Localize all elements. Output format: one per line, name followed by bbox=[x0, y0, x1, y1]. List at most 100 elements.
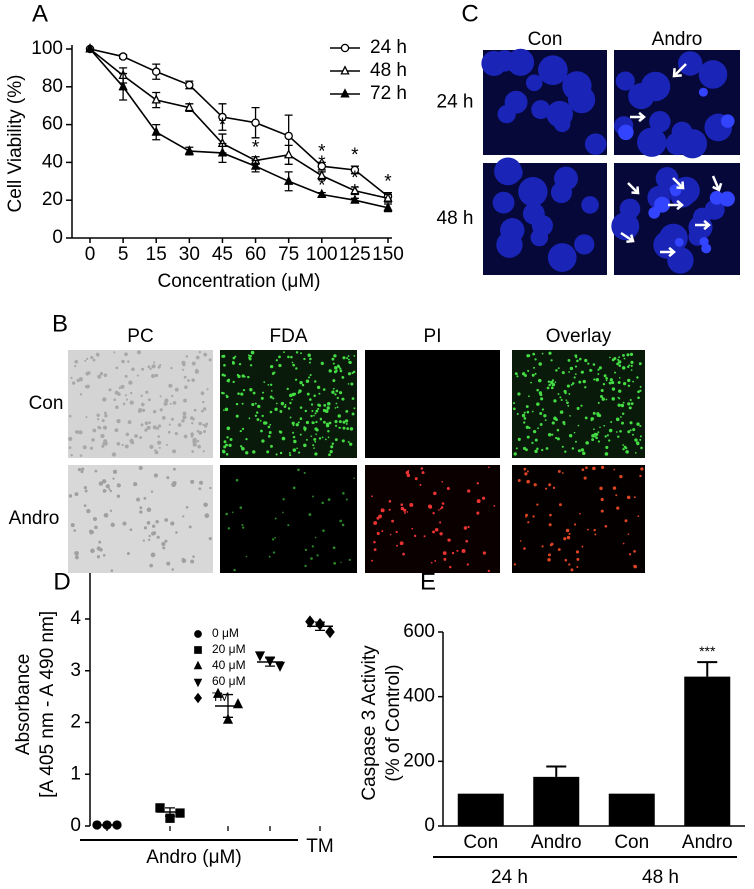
cell bbox=[164, 398, 169, 403]
cell bbox=[142, 539, 145, 542]
cell bbox=[613, 357, 617, 361]
cell bbox=[304, 564, 307, 568]
cell bbox=[556, 437, 560, 441]
significance: * bbox=[318, 141, 326, 162]
cell bbox=[115, 405, 119, 410]
cell bbox=[144, 428, 148, 432]
cell bbox=[561, 445, 564, 448]
series-line bbox=[89, 48, 389, 209]
cell bbox=[102, 425, 108, 430]
cell bbox=[381, 530, 384, 533]
cell bbox=[225, 443, 228, 447]
cell bbox=[573, 431, 576, 434]
cell bbox=[307, 376, 311, 379]
cell bbox=[443, 557, 447, 561]
cell bbox=[333, 562, 337, 565]
y-tick-label: 4 bbox=[70, 608, 81, 629]
cell bbox=[573, 376, 576, 379]
cell bbox=[304, 548, 308, 552]
cell bbox=[613, 468, 616, 471]
cell bbox=[305, 438, 308, 441]
cell bbox=[467, 489, 471, 493]
cell bbox=[550, 386, 554, 390]
cell bbox=[278, 355, 281, 359]
cell bbox=[577, 449, 581, 453]
cell bbox=[608, 439, 611, 442]
cell bbox=[627, 430, 631, 434]
significance: * bbox=[351, 181, 359, 202]
cell bbox=[698, 60, 728, 89]
cell bbox=[335, 389, 339, 393]
cell bbox=[298, 389, 302, 393]
cell bbox=[411, 527, 414, 530]
cell bbox=[261, 414, 264, 418]
cell bbox=[593, 528, 596, 532]
cell bbox=[548, 553, 551, 557]
cell bbox=[183, 398, 188, 403]
cell bbox=[251, 403, 255, 407]
marker bbox=[350, 194, 360, 204]
cell bbox=[109, 489, 113, 493]
cell bbox=[531, 100, 551, 120]
cell bbox=[198, 430, 203, 435]
cell bbox=[541, 352, 544, 355]
cell bbox=[314, 440, 317, 443]
arrow bbox=[668, 199, 684, 211]
cell bbox=[371, 559, 374, 562]
cell bbox=[184, 385, 188, 389]
cell bbox=[100, 433, 105, 439]
cell bbox=[164, 518, 169, 522]
cell bbox=[434, 559, 437, 562]
cell bbox=[578, 357, 582, 361]
cell bbox=[154, 373, 159, 378]
cell bbox=[525, 425, 529, 429]
cell bbox=[548, 523, 552, 527]
micrograph bbox=[68, 350, 213, 458]
cell bbox=[593, 428, 595, 431]
cell bbox=[78, 377, 83, 382]
cell bbox=[334, 438, 338, 442]
cell bbox=[158, 446, 161, 449]
legend-label: 40 μM bbox=[212, 658, 246, 672]
cell bbox=[112, 477, 115, 480]
cell bbox=[292, 431, 295, 434]
cell bbox=[149, 444, 154, 449]
row-label: Andro bbox=[9, 508, 60, 529]
cell bbox=[592, 363, 596, 366]
cell bbox=[353, 477, 355, 479]
cell bbox=[282, 511, 284, 514]
cell bbox=[655, 167, 679, 190]
cell bbox=[620, 416, 622, 418]
cell bbox=[557, 470, 561, 473]
cell bbox=[202, 400, 205, 404]
cell bbox=[341, 376, 345, 379]
y-tick-label: 80 bbox=[42, 76, 63, 97]
cell bbox=[575, 550, 580, 554]
cell bbox=[327, 436, 330, 439]
cell bbox=[627, 384, 631, 388]
cell bbox=[170, 366, 173, 370]
cell bbox=[639, 435, 642, 438]
cell bbox=[618, 389, 622, 393]
cell bbox=[147, 365, 151, 369]
cell bbox=[295, 423, 299, 427]
cell bbox=[353, 354, 356, 357]
arrow bbox=[672, 177, 685, 190]
cell bbox=[70, 376, 73, 379]
cell bbox=[334, 393, 337, 396]
cell bbox=[116, 483, 121, 488]
cell bbox=[603, 424, 606, 427]
cell bbox=[168, 423, 171, 426]
marker bbox=[193, 692, 203, 704]
cell bbox=[157, 435, 161, 438]
cell bbox=[113, 351, 116, 354]
cell bbox=[609, 378, 613, 382]
cell bbox=[115, 366, 119, 370]
marker bbox=[350, 184, 360, 195]
cell bbox=[143, 526, 148, 530]
cell bbox=[149, 563, 153, 568]
cell bbox=[140, 402, 145, 407]
marker bbox=[340, 88, 350, 98]
cell bbox=[98, 481, 104, 486]
cell bbox=[591, 433, 595, 438]
